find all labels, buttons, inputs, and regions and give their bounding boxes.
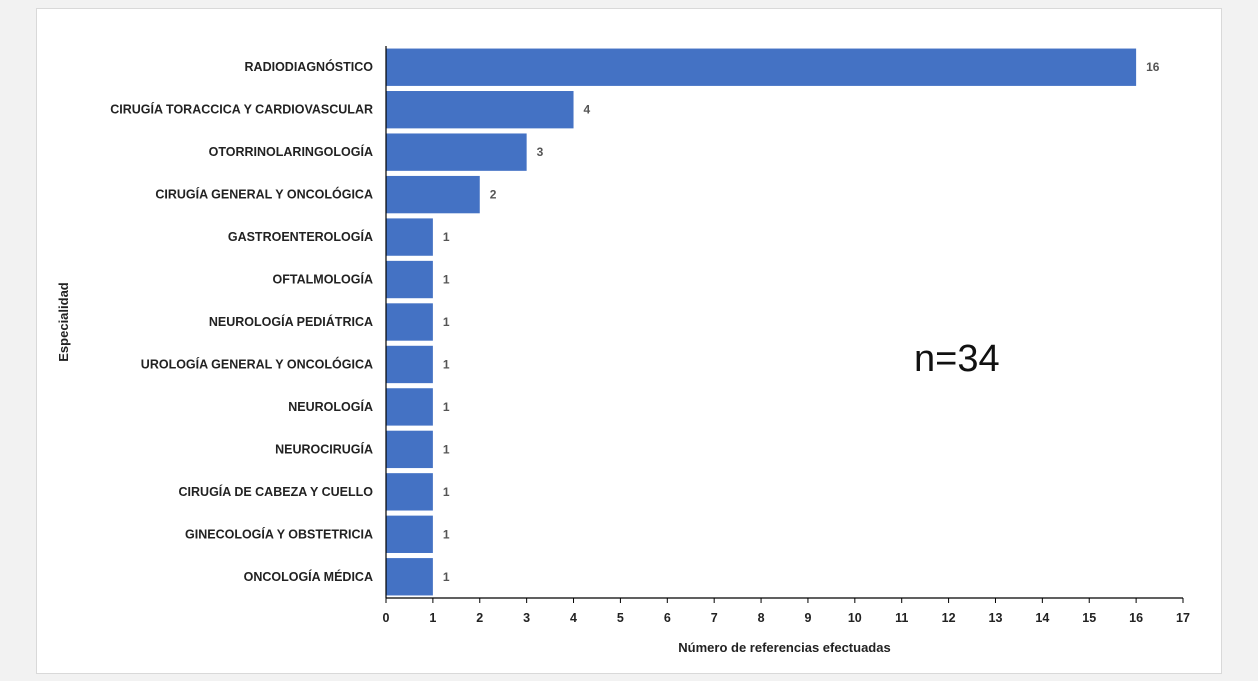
category-labels-group: RADIODIAGNÓSTICO CIRUGÍA TORACCICA Y CARD… <box>110 59 373 584</box>
bar <box>386 473 433 511</box>
bar <box>386 430 433 469</box>
bar <box>386 303 433 341</box>
data-label: 1 <box>443 357 450 371</box>
x-tick-label: 17 <box>1176 611 1190 625</box>
category-label: NEUROCIRUGÍA <box>275 441 373 456</box>
y-axis-title: Especialidad <box>56 282 71 362</box>
data-label: 4 <box>584 103 591 117</box>
category-label: NEUROLOGÍA PEDIÁTRICA <box>209 314 373 329</box>
x-tick-label: 1 <box>429 611 436 625</box>
category-label: GINECOLOGÍA Y OBSTETRICIA <box>185 526 373 541</box>
x-tick-label: 9 <box>804 611 811 625</box>
category-label: CIRUGÍA TORACCICA Y CARDIOVASCULAR <box>110 102 373 117</box>
bar <box>386 91 574 129</box>
category-label: UROLOGÍA GENERAL Y ONCOLÓGICA <box>141 356 373 371</box>
category-label: ONCOLOGÍA MÉDICA <box>244 569 373 584</box>
category-label: RADIODIAGNÓSTICO <box>245 59 374 74</box>
bar <box>386 515 433 553</box>
sample-size-annotation: n=34 <box>914 338 1000 380</box>
chart-frame: 16 4 3 2 1 1 1 1 1 1 1 1 1 RADIODIAGNÓSTICO CIRUGÍA T… <box>36 8 1222 674</box>
data-label: 1 <box>443 485 450 499</box>
x-tick-label: 6 <box>664 611 671 625</box>
x-axis-title: Número de referencias efectuadas <box>678 640 890 655</box>
data-label: 3 <box>537 145 544 159</box>
bar <box>386 345 433 384</box>
data-label: 1 <box>443 442 450 456</box>
bar <box>386 218 433 256</box>
x-tick-label: 15 <box>1082 611 1096 625</box>
bar <box>386 558 433 596</box>
x-tick-label: 2 <box>476 611 483 625</box>
x-tick-label: 10 <box>848 611 862 625</box>
data-label: 16 <box>1146 60 1160 74</box>
bar <box>386 48 1137 86</box>
data-label: 1 <box>443 315 450 329</box>
data-label: 1 <box>443 570 450 584</box>
x-tick-label: 8 <box>758 611 765 625</box>
x-tick-label: 14 <box>1035 611 1049 625</box>
x-tick-label: 13 <box>989 611 1003 625</box>
x-tick-label: 0 <box>383 611 390 625</box>
category-label: CIRUGÍA DE CABEZA Y CUELLO <box>179 484 374 499</box>
category-label: GASTROENTEROLOGÍA <box>228 229 373 244</box>
bar <box>386 260 433 299</box>
category-label: OFTALMOLOGÍA <box>273 272 373 287</box>
x-tick-label: 4 <box>570 611 577 625</box>
x-tick-label: 3 <box>523 611 530 625</box>
x-tick-label: 11 <box>895 611 908 625</box>
x-tick-label: 5 <box>617 611 624 625</box>
data-label: 1 <box>443 400 450 414</box>
bar <box>386 388 433 426</box>
bar <box>386 133 527 171</box>
category-label: NEUROLOGÍA <box>288 399 373 414</box>
x-ticks-group: 0 1 2 3 4 5 6 7 8 9 10 11 12 13 14 15 16 17 <box>383 598 1190 625</box>
bar <box>386 175 480 214</box>
data-labels-group: 16 4 3 2 1 1 1 1 1 1 1 1 1 <box>443 60 1160 584</box>
data-label: 1 <box>443 527 450 541</box>
data-label: 1 <box>443 230 450 244</box>
x-tick-label: 16 <box>1129 611 1143 625</box>
category-label: CIRUGÍA GENERAL Y ONCOLÓGICA <box>155 187 373 202</box>
data-label: 1 <box>443 273 450 287</box>
category-label: OTORRINOLARINGOLOGÍA <box>209 144 373 159</box>
x-tick-label: 7 <box>711 611 718 625</box>
x-tick-label: 12 <box>942 611 956 625</box>
data-label: 2 <box>490 188 497 202</box>
bars-group <box>386 48 1137 596</box>
